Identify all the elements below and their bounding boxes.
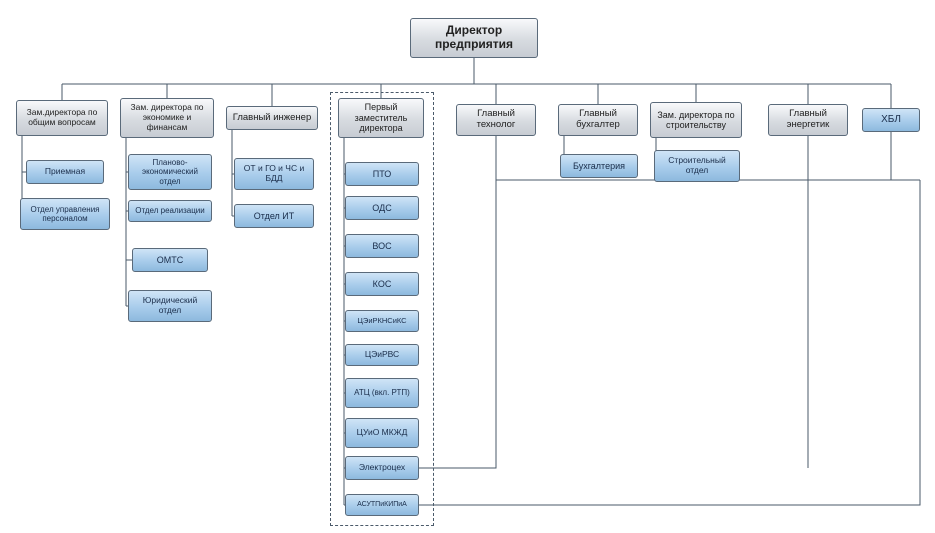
node-vgen: Зам.директора по общим вопросам — [16, 100, 108, 136]
node-asu: АСУТПиКИПиА — [345, 494, 419, 516]
node-label: Приемная — [45, 167, 85, 177]
node-atc: АТЦ (вкл. РТП) — [345, 378, 419, 408]
node-label: ЦЭиРВС — [365, 350, 399, 360]
node-label: ЦЭиРКНСиКС — [357, 317, 406, 326]
node-label: КОС — [373, 279, 392, 289]
node-recep: Приемная — [26, 160, 104, 184]
node-hr: Отдел управления персоналом — [20, 198, 110, 230]
node-label: Главный энергетик — [773, 109, 843, 131]
node-root: Директорпредприятия — [410, 18, 538, 58]
node-fdep: Первый заместитель директора — [338, 98, 424, 138]
node-label: Зам. директора по строительству — [655, 110, 737, 131]
node-label: ЦУиО МКЖД — [357, 428, 408, 438]
node-cacc: Главный бухгалтер — [558, 104, 638, 136]
node-label: Электроцех — [359, 463, 405, 473]
node-legal: Юридический отдел — [128, 290, 212, 322]
node-ctech: Главный технолог — [456, 104, 536, 136]
node-label: Планово-экономический отдел — [133, 158, 207, 186]
node-label: Отдел реализации — [135, 206, 204, 215]
node-stroy: Строительный отдел — [654, 150, 740, 182]
node-label: Главный инженер — [233, 113, 312, 124]
node-label: Директорпредприятия — [435, 24, 513, 52]
node-buh: Бухгалтерия — [560, 154, 638, 178]
node-label: АСУТПиКИПиА — [357, 501, 407, 509]
node-label: ОМТС — [157, 255, 184, 265]
node-label: ХБЛ — [881, 114, 901, 126]
node-cpow: Главный энергетик — [768, 104, 848, 136]
node-label: ПТО — [373, 169, 392, 179]
node-label: Зам. директора по экономике и финансам — [125, 103, 209, 132]
node-vos: ВОС — [345, 234, 419, 258]
node-label: Строительный отдел — [659, 156, 735, 176]
node-label: ВОС — [372, 241, 391, 251]
node-vecon: Зам. директора по экономике и финансам — [120, 98, 214, 138]
node-cuio: ЦУиО МКЖД — [345, 418, 419, 448]
node-kos: КОС — [345, 272, 419, 296]
node-it: Отдел ИТ — [234, 204, 314, 228]
node-label: Юридический отдел — [133, 296, 207, 316]
node-elec: Электроцех — [345, 456, 419, 480]
node-vbuild: Зам. директора по строительству — [650, 102, 742, 138]
node-pto: ПТО — [345, 162, 419, 186]
node-label: ОДС — [372, 203, 391, 213]
node-plan: Планово-экономический отдел — [128, 154, 212, 190]
node-label: Главный технолог — [461, 109, 531, 131]
node-cheng: Главный инженер — [226, 106, 318, 130]
node-cen2: ЦЭиРВС — [345, 344, 419, 366]
node-omtc: ОМТС — [132, 248, 208, 272]
node-real: Отдел реализации — [128, 200, 212, 222]
node-label: Отдел управления персоналом — [25, 205, 105, 223]
node-ods: ОДС — [345, 196, 419, 220]
node-label: Зам.директора по общим вопросам — [21, 108, 103, 128]
org-chart: Директорпредприятия Зам.директора по общи… — [0, 0, 935, 533]
node-label: Отдел ИТ — [254, 211, 295, 221]
node-hbl: ХБЛ — [862, 108, 920, 132]
node-label: Первый заместитель директора — [343, 102, 419, 133]
node-label: ОТ и ГО и ЧС и БДД — [239, 164, 309, 184]
node-cen1: ЦЭиРКНСиКС — [345, 310, 419, 332]
node-label: АТЦ (вкл. РТП) — [354, 388, 410, 397]
node-label: Главный бухгалтер — [563, 109, 633, 131]
node-label: Бухгалтерия — [573, 161, 625, 171]
node-otgo: ОТ и ГО и ЧС и БДД — [234, 158, 314, 190]
